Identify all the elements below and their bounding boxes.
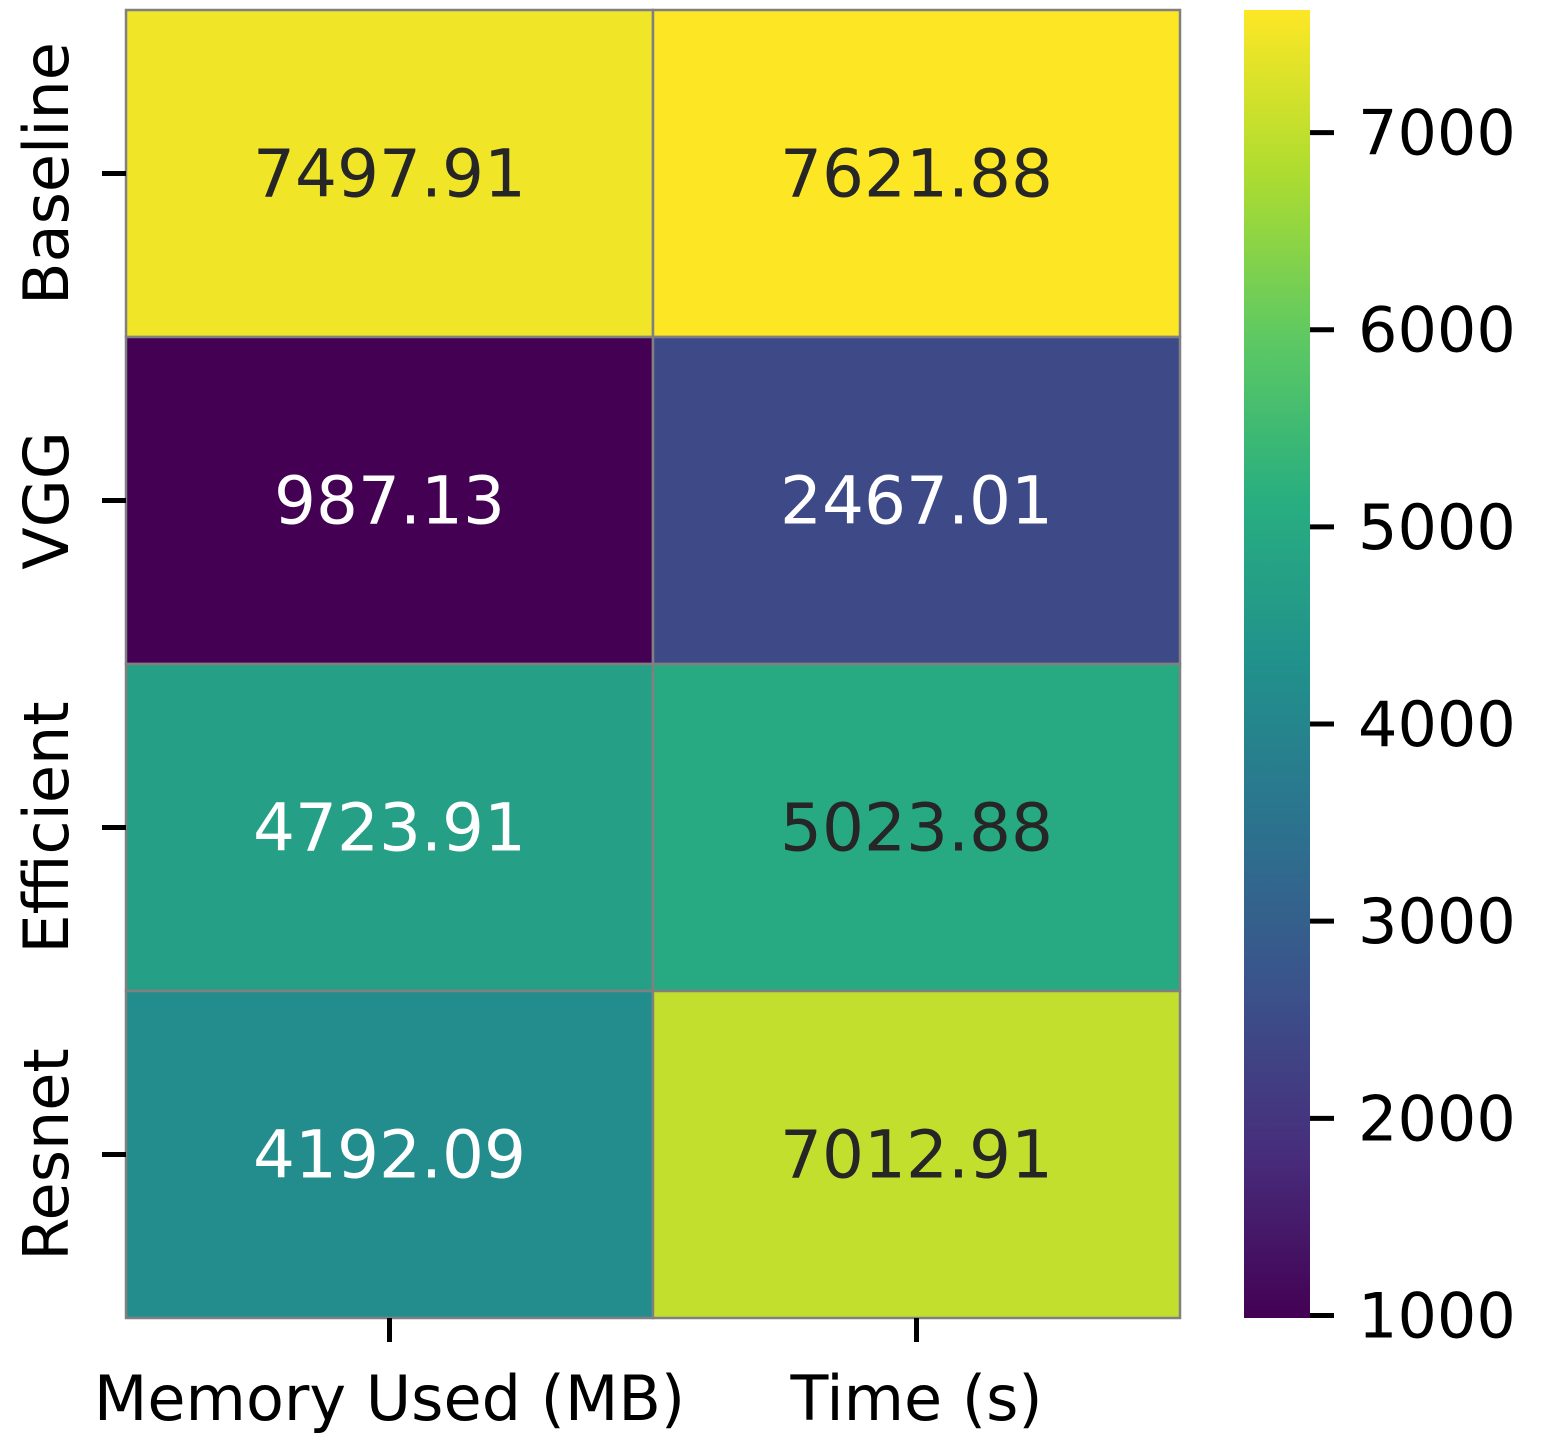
colorbar-tick-label: 2000 <box>1358 1082 1516 1155</box>
colorbar-tick-label: 3000 <box>1358 885 1516 958</box>
heatmap-cell <box>124 989 655 1320</box>
colorbar-tick-label: 6000 <box>1358 294 1516 367</box>
colorbar-tick-label: 1000 <box>1358 1279 1516 1352</box>
heatmap-cell <box>651 662 1182 993</box>
heatmap-cell <box>651 989 1182 1320</box>
colorbar-gradient <box>1244 10 1310 1318</box>
heatmap-cell <box>124 662 655 993</box>
heatmap-cell <box>651 8 1182 339</box>
heatmap-cell <box>124 335 655 666</box>
cell-value-label: 7621.88 <box>780 136 1053 213</box>
colorbar-tick-label: 5000 <box>1358 491 1516 564</box>
colorbar-tick-label: 4000 <box>1358 688 1516 761</box>
cell-value-label: 987.13 <box>274 463 505 540</box>
y-tick-label: Resnet <box>10 1048 83 1261</box>
y-tick-label: Baseline <box>10 42 83 305</box>
x-tick-label: Time (s) <box>789 1362 1042 1435</box>
cell-value-label: 2467.01 <box>780 463 1053 540</box>
cell-value-label: 4192.09 <box>253 1117 526 1194</box>
cell-value-label: 5023.88 <box>780 790 1053 867</box>
x-axis: Memory Used (MB) Time (s) <box>94 1318 1043 1435</box>
y-tick-label: VGG <box>10 431 83 570</box>
colorbar: 1000 2000 3000 4000 5000 6000 7000 <box>1244 10 1516 1352</box>
cell-value-label: 7012.91 <box>780 1117 1053 1194</box>
cell-value-label: 4723.91 <box>253 790 526 867</box>
heatmap-cell <box>124 8 655 339</box>
heatmap-cell-labels: 7497.91 7621.88 987.13 2467.01 4723.91 5023.8… <box>253 136 1053 1194</box>
cell-value-label: 7497.91 <box>253 136 526 213</box>
y-tick-label: Efficient <box>10 701 83 953</box>
heatmap-cells <box>124 8 1182 1320</box>
colorbar-tick-label: 7000 <box>1358 97 1516 170</box>
x-tick-label: Memory Used (MB) <box>94 1362 685 1435</box>
y-axis: Baseline VGG Efficient Resnet <box>10 42 126 1261</box>
heatmap-cell <box>651 335 1182 666</box>
